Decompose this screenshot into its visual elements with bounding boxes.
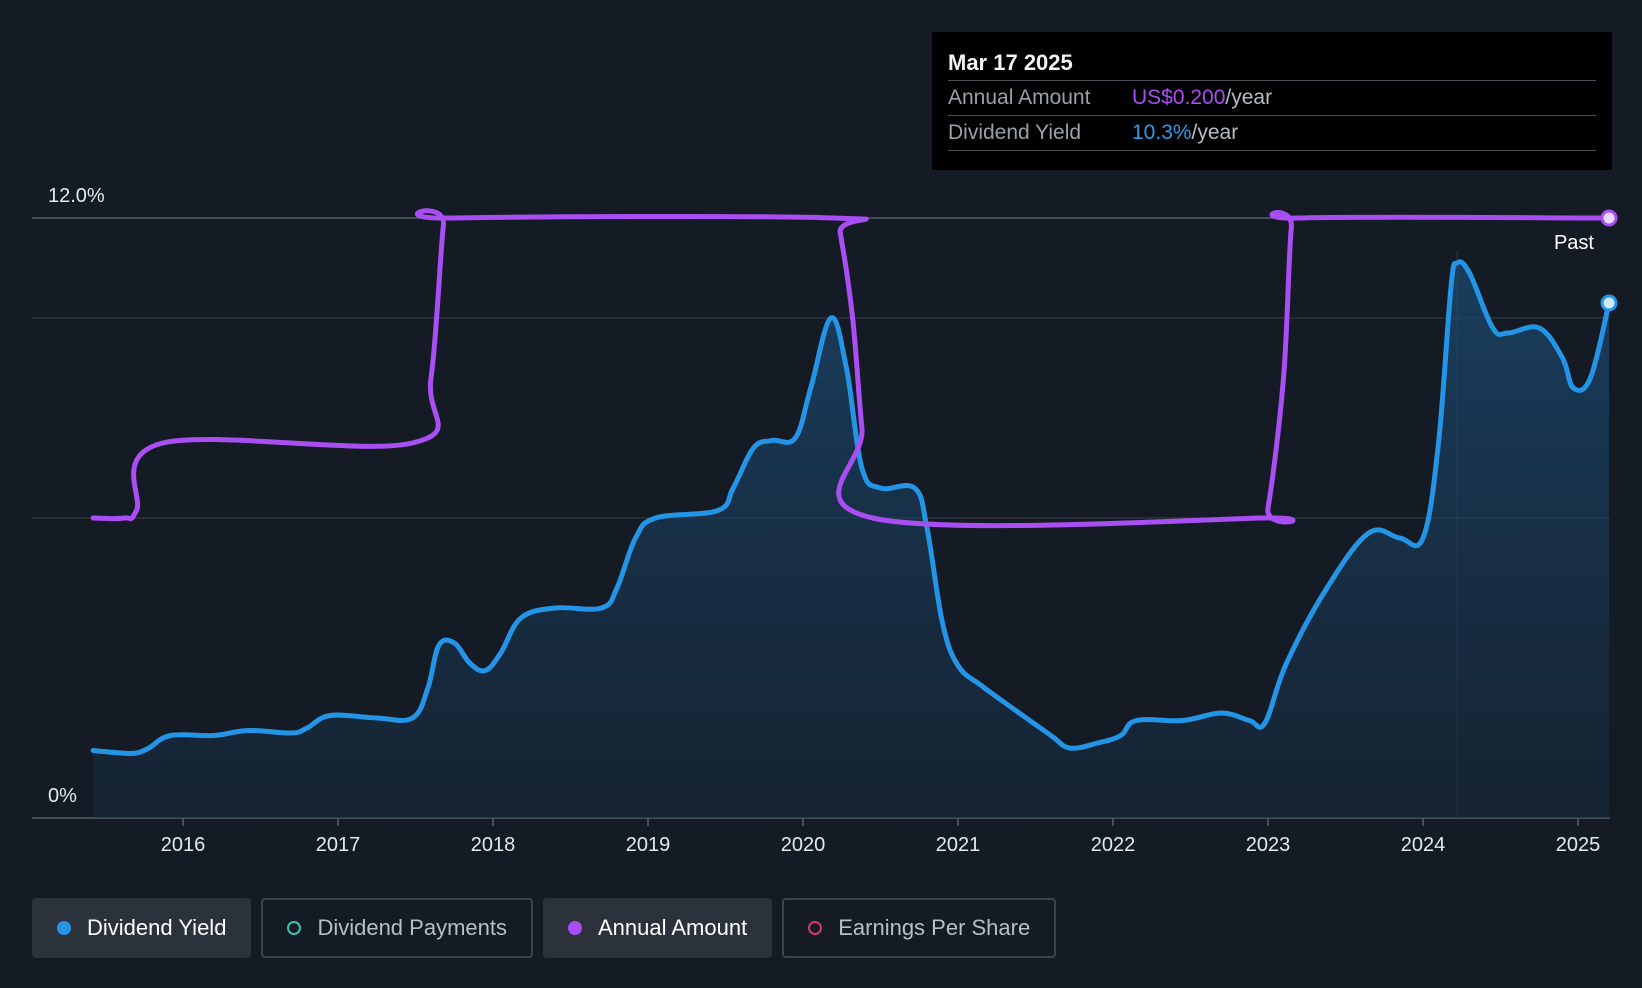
- legend-label: Annual Amount: [597, 915, 748, 940]
- x-tick-label: 2024: [1401, 834, 1446, 856]
- y-tick-label: 0%: [48, 785, 77, 807]
- hover-tooltip: Mar 17 2025 Annual Amount US$0.200 /year…: [932, 32, 1612, 170]
- tooltip-date: Mar 17 2025: [948, 50, 1073, 75]
- tooltip-dividend-yield-suffix: /year: [1191, 121, 1239, 144]
- legend-annual-amount[interactable]: Annual Amount: [542, 898, 773, 958]
- x-tick-label: 2021: [936, 834, 981, 856]
- tooltip-annual-amount-value: US$0.200: [1132, 86, 1226, 109]
- past-label: Past: [1554, 232, 1594, 254]
- legend-dividend-payments[interactable]: Dividend Payments: [261, 898, 533, 958]
- tooltip-dividend-yield-label: Dividend Yield: [948, 121, 1082, 144]
- tooltip-annual-amount-suffix: /year: [1225, 86, 1273, 109]
- tooltip-dividend-yield-value: 10.3%: [1132, 121, 1192, 144]
- tooltip-annual-amount-row: Annual Amount US$0.200 /year: [948, 80, 1596, 115]
- dividend-payments-ring-icon: [287, 921, 302, 935]
- y-tick-label: 12.0%: [48, 185, 105, 207]
- dividend-yield-line: [90, 259, 1612, 757]
- annual-amount-line: [90, 208, 1612, 529]
- x-tick-label: 2020: [781, 834, 826, 856]
- x-tick-label: 2019: [626, 834, 671, 856]
- earnings-per-share-ring-icon: [808, 921, 823, 935]
- legend-earnings-per-share[interactable]: Earnings Per Share: [782, 898, 1057, 958]
- x-tick-label: 2016: [161, 834, 206, 856]
- legend-dividend-yield[interactable]: Dividend Yield: [32, 898, 252, 958]
- dividend-yield-end-marker: [1600, 294, 1618, 312]
- tooltip-annual-amount-label: Annual Amount: [948, 86, 1091, 109]
- x-tick-label: 2022: [1091, 834, 1136, 856]
- legend-label: Dividend Yield: [87, 915, 227, 940]
- tooltip-dividend-yield-row: Dividend Yield 10.3% /year: [948, 115, 1596, 151]
- dividend-yield-area: [93, 261, 1610, 818]
- x-tick-label: 2018: [471, 834, 516, 856]
- x-tick-label: 2017: [316, 834, 361, 856]
- dividend-yield-dot-icon: [57, 921, 71, 935]
- annual-amount-dot-icon: [567, 921, 582, 935]
- chart-legend: Dividend Yield Dividend Payments Annual …: [32, 898, 1057, 958]
- annual-amount-end-marker: [1600, 209, 1618, 227]
- x-tick-label: 2025: [1556, 834, 1601, 856]
- legend-label: Earnings Per Share: [838, 915, 1031, 940]
- x-tick-label: 2023: [1246, 834, 1291, 856]
- legend-label: Dividend Payments: [317, 915, 507, 940]
